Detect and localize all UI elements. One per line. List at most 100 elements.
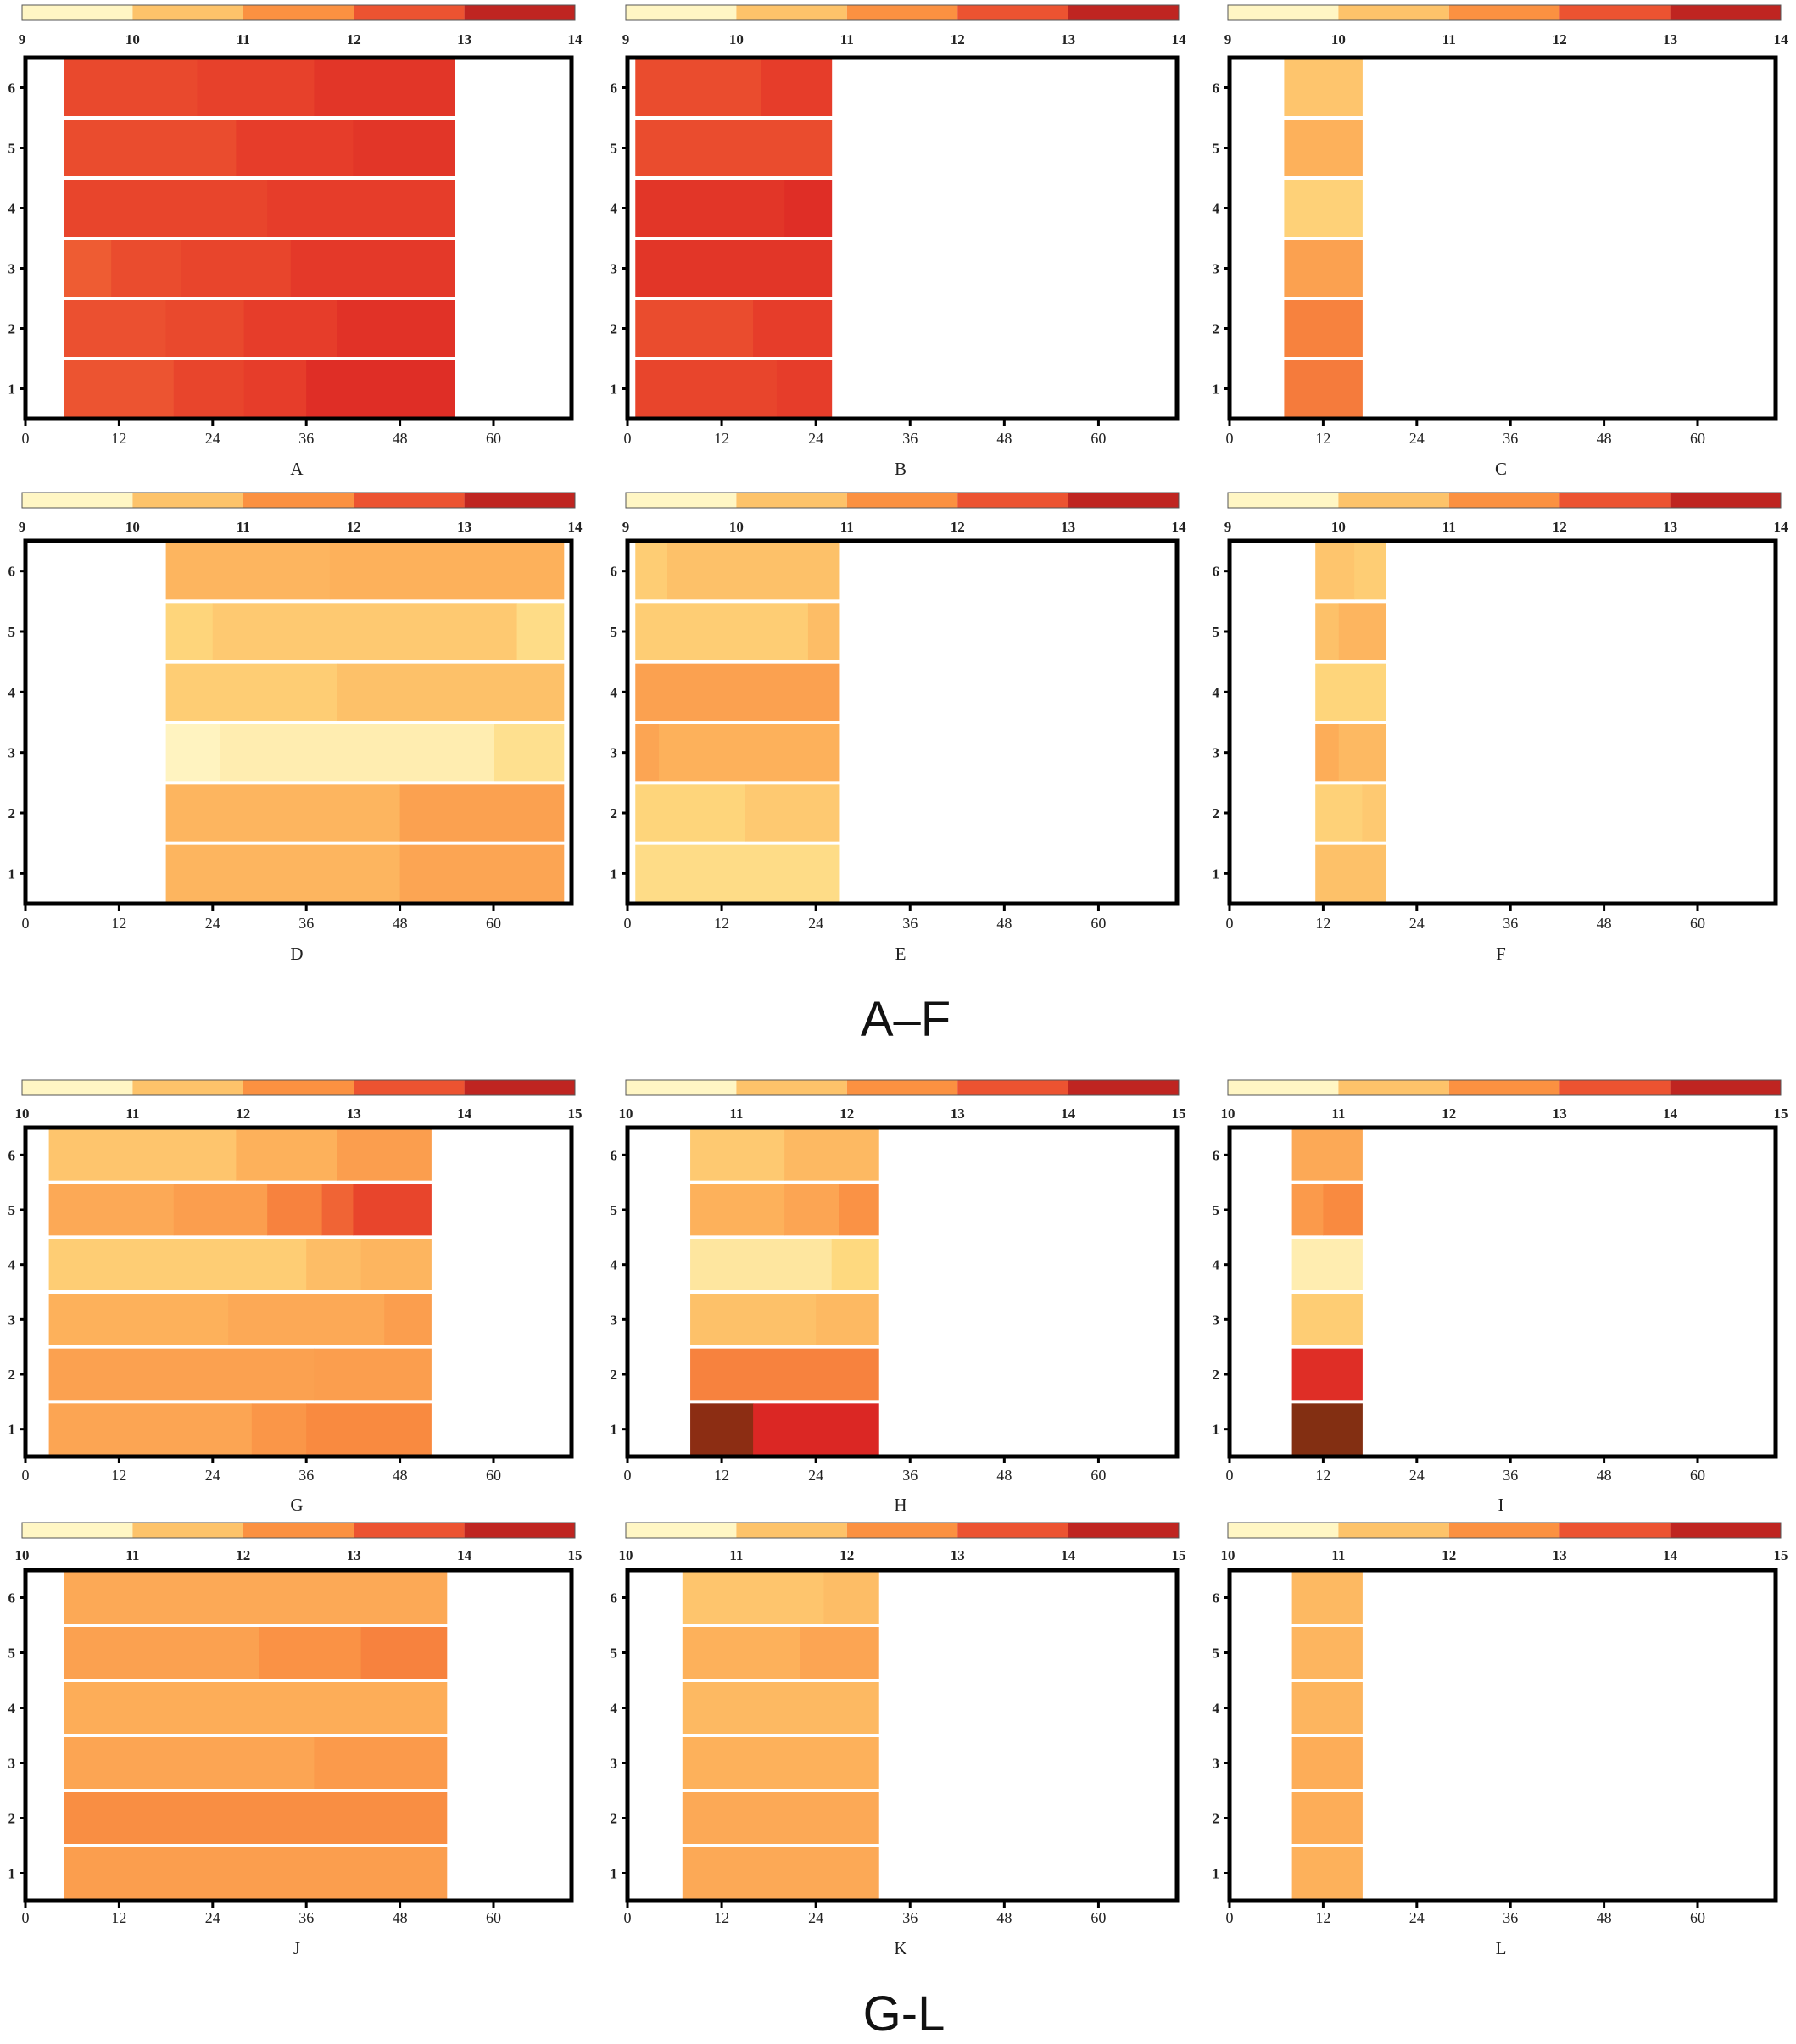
panel-i-colorbar-outline [1227, 1079, 1782, 1096]
panel-f-colorbar-bin [1670, 493, 1781, 508]
panel-g-cell-row-5 [267, 1184, 323, 1236]
panel-i-x-tick-label: 48 [1597, 1467, 1612, 1484]
panel-k-colorbar-tick-label: 12 [839, 1547, 854, 1563]
panel-k-cell-row-6 [682, 1572, 824, 1624]
panel-d-cell-row-4 [337, 663, 565, 721]
panel-g-colorbar-bin [464, 1080, 575, 1095]
panel-k-y-tick-label: 2 [611, 1811, 618, 1827]
panel-d-y-tick-label: 2 [8, 805, 16, 821]
panel-a-cell-row-2 [165, 300, 245, 357]
panel-i-cell-row-3 [1291, 1294, 1363, 1345]
panel-e-y-tick-label: 1 [611, 866, 618, 882]
panel-l-colorbar-tick-label: 15 [1774, 1547, 1788, 1563]
panel-c-colorbar-bin [1670, 5, 1781, 20]
panel-i-y-tick-label: 3 [1213, 1312, 1220, 1328]
panel-d-cell-row-1 [165, 844, 401, 902]
panel-e-colorbar-tick-label: 12 [951, 519, 965, 535]
panel-j-colorbar-bin [132, 1523, 243, 1538]
panel-i-cell-row-5 [1323, 1184, 1363, 1236]
panel-h-cell-row-5 [690, 1184, 785, 1236]
panel-d-y-tick-label: 1 [8, 866, 16, 882]
panel-e-cell-row-6 [667, 543, 840, 600]
panel-a-cell-row-1 [306, 360, 455, 417]
panel-k-colorbar-bin [846, 1523, 958, 1538]
panel-k-colorbar-tick-label: 14 [1061, 1547, 1076, 1563]
panel-a-colorbar: 9 10 11 12 13 14 [19, 4, 583, 47]
panel-k-colorbar-bin [1068, 1523, 1179, 1538]
panel-a-cell-row-1 [173, 360, 245, 417]
panel-d-cell-row-3 [220, 724, 494, 782]
panel-g-colorbar-bin [354, 1080, 465, 1095]
panel-c-colorbar-bin [1228, 5, 1339, 20]
panel-c-y-tick-label: 3 [1213, 261, 1220, 277]
panel-l-x-tick-label: 60 [1690, 1909, 1705, 1926]
panel-h-colorbar-bin [626, 1080, 737, 1095]
panel-j-cells [64, 1572, 448, 1899]
panel-f-cell-row-1 [1315, 844, 1386, 902]
panel-l-label: L [1496, 1938, 1507, 1958]
panel-f-label: F [1496, 944, 1506, 964]
panel-j-colorbar-tick-label: 15 [568, 1547, 583, 1563]
panel-d-cell-row-3 [494, 724, 565, 782]
panel-g-x-tick-label: 0 [22, 1467, 30, 1484]
panel-b-cell-row-6 [635, 59, 761, 116]
panel-h-x-tick-label: 24 [808, 1467, 823, 1484]
panel-l-y-tick-label: 3 [1213, 1756, 1220, 1772]
panel-j-cell-row-3 [314, 1737, 448, 1789]
panel-a-cell-row-1 [243, 360, 307, 417]
panel-a-cell-row-5 [64, 120, 237, 176]
panel-k-colorbar-bin [736, 1523, 847, 1538]
panel-k-cell-row-5 [682, 1627, 801, 1679]
panel-a-cells [64, 59, 455, 417]
panel-j-cell-row-4 [64, 1682, 448, 1734]
panel-a-colorbar-tick-label: 10 [125, 31, 140, 47]
panel-e-frame [625, 538, 1180, 906]
panel-h-cell-row-1 [753, 1403, 879, 1455]
panel-l-colorbar-outline [1227, 1522, 1782, 1539]
panel-h-frame [625, 1125, 1180, 1459]
panel-g-cell-row-5 [321, 1184, 354, 1236]
panel-i-x-tick-label: 24 [1409, 1467, 1425, 1484]
panel-g-colorbar-bin [22, 1080, 133, 1095]
panel-b-x-tick-label: 48 [996, 430, 1012, 447]
panel-k-colorbar-bin [626, 1523, 737, 1538]
panel-f-x-tick-label: 12 [1315, 915, 1330, 932]
panel-a-label: A [290, 459, 304, 479]
panel-d-colorbar-tick-label: 12 [347, 519, 361, 535]
panel-a-cell-row-3 [111, 240, 182, 297]
panel-h-colorbar-tick-label: 13 [951, 1106, 965, 1122]
panel-f-colorbar-tick-label: 11 [1442, 519, 1456, 535]
panel-e-cell-row-3 [659, 724, 840, 782]
panel-j-x-tick-label: 36 [298, 1909, 314, 1926]
panel-f-colorbar-tick-label: 13 [1663, 519, 1677, 535]
panel-l-colorbar-bin [1228, 1523, 1339, 1538]
panel-a-cell-row-3 [64, 240, 112, 297]
panel-i-x-tick-label: 12 [1315, 1467, 1330, 1484]
panel-e-cell-row-4 [635, 663, 840, 721]
panel-h-colorbar-bin [1068, 1080, 1179, 1095]
panel-c-x-tick-label: 36 [1503, 430, 1518, 447]
panel-i-colorbar-tick-label: 13 [1553, 1106, 1567, 1122]
panel-k-y-tick-label: 1 [611, 1866, 618, 1882]
panel-j-x-tick-label: 24 [205, 1909, 220, 1926]
panel-k-cell-row-1 [682, 1847, 879, 1899]
panel-f-colorbar-bin [1559, 493, 1671, 508]
panel-b-y-tick-label: 3 [611, 261, 618, 277]
panel-e-colorbar-tick-label: 14 [1172, 519, 1187, 535]
panel-i-colorbar-bin [1228, 1080, 1339, 1095]
panel-a-cell-row-6 [64, 59, 198, 116]
panel-a-cell-row-4 [267, 180, 455, 237]
panel-k-cell-row-3 [682, 1737, 879, 1789]
panel-g-colorbar-tick-label: 10 [15, 1106, 30, 1122]
panel-f-cell-row-3 [1315, 724, 1340, 782]
panel-h-cells [690, 1129, 879, 1455]
panel-e-x-tick-label: 60 [1090, 915, 1106, 932]
panel-d-x-tick-label: 60 [486, 915, 501, 932]
panel-g-cell-row-3 [48, 1294, 229, 1345]
panel-c-x-tick-label: 0 [1226, 430, 1234, 447]
panel-d-colorbar: 9 10 11 12 13 14 [19, 492, 583, 535]
panel-f-y-tick-label: 3 [1213, 745, 1220, 761]
